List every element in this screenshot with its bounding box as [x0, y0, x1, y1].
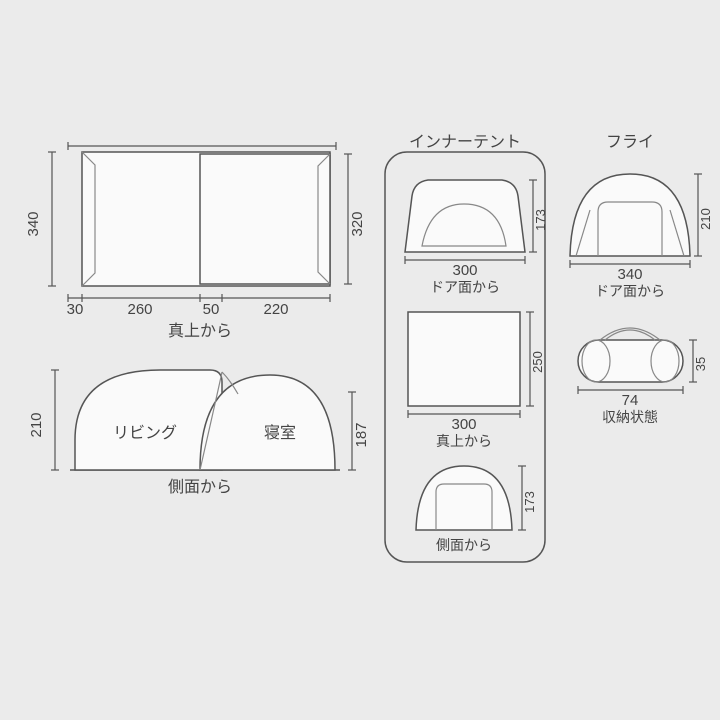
- plan-height-right: 320: [349, 211, 366, 236]
- plan-caption: 真上から: [168, 322, 232, 340]
- fly-group: フライ 340 210 ドア面から: [570, 134, 713, 425]
- side-caption: 側面から: [168, 478, 232, 496]
- side-210: 210: [28, 412, 45, 437]
- inner-top-caption: 真上から: [436, 433, 492, 449]
- fly-door-h: 210: [698, 208, 713, 230]
- side-living: リビング: [113, 424, 177, 442]
- side-187: 187: [353, 422, 370, 447]
- fly-door-caption: ドア面から: [595, 283, 665, 299]
- inner-side-h: 173: [522, 491, 537, 513]
- plan-view: 340 320 30 260 50 220 真上から: [25, 142, 366, 340]
- inner-side-view: 173 側面から: [416, 466, 537, 553]
- inner-title: インナーテント: [409, 134, 521, 151]
- bag-view: 74 35 収納状態: [578, 328, 708, 425]
- plan-30: 30: [67, 301, 84, 318]
- bag-h: 35: [693, 357, 708, 371]
- inner-door-caption: ドア面から: [430, 279, 500, 295]
- inner-door-view: 300 173 ドア面から: [405, 180, 548, 295]
- bag-w: 74: [622, 392, 639, 409]
- plan-50: 50: [203, 301, 220, 318]
- side-view: リビング 寝室 210 187 側面から: [28, 370, 370, 496]
- fly-title: フライ: [606, 134, 654, 151]
- plan-220: 220: [263, 301, 288, 318]
- inner-side-caption: 側面から: [436, 537, 492, 553]
- inner-door-w: 300: [452, 262, 477, 279]
- side-bedroom: 寝室: [264, 423, 296, 442]
- tent-spec-diagram: 340 320 30 260 50 220 真上から リビング 寝室: [0, 0, 720, 720]
- plan-260: 260: [127, 301, 152, 318]
- plan-height-left: 340: [25, 211, 42, 236]
- bag-caption: 収納状態: [602, 409, 658, 425]
- inner-tent-group: インナーテント 300 173 ドア面から 300: [385, 134, 548, 562]
- inner-door-h: 173: [533, 209, 548, 231]
- fly-door-w: 340: [617, 266, 642, 283]
- inner-top-view: 300 250 真上から: [408, 312, 545, 449]
- inner-top-w: 300: [451, 416, 476, 433]
- inner-top-h: 250: [530, 351, 545, 373]
